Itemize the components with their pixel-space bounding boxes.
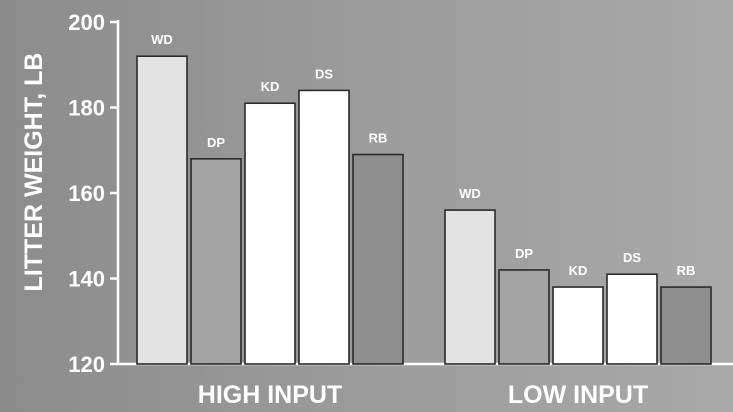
bar-low-input-wd bbox=[444, 209, 496, 365]
bar-label: WD bbox=[151, 32, 173, 47]
bar-label: DP bbox=[207, 135, 225, 150]
y-tick-label: 180 bbox=[68, 96, 105, 121]
bar-high-input-rb bbox=[352, 153, 404, 365]
bar-label: RB bbox=[677, 263, 696, 278]
bar-high-input-dp bbox=[190, 158, 242, 365]
bar-high-input-ds bbox=[298, 89, 350, 365]
bar-high-input-wd bbox=[136, 55, 188, 365]
bar-label: RB bbox=[369, 131, 388, 146]
y-tick-label: 160 bbox=[68, 181, 105, 206]
y-tick-label: 140 bbox=[68, 267, 105, 292]
bar-high-input-kd bbox=[244, 102, 296, 365]
bar-low-input-rb bbox=[660, 286, 712, 365]
bar-label: KD bbox=[569, 263, 588, 278]
bar-label: DP bbox=[515, 246, 533, 261]
group-label: HIGH INPUT bbox=[198, 381, 342, 409]
labels: WD DP KD DS RB HIGH INPUT WD DP KD DS RB LOW INPUT bbox=[151, 32, 695, 409]
y-tick-label: 120 bbox=[68, 352, 105, 377]
y-axis-label: LITTER WEIGHT, LB bbox=[20, 53, 48, 292]
bar-label: WD bbox=[459, 186, 481, 201]
bar-label: DS bbox=[623, 250, 641, 265]
bar-label: KD bbox=[261, 79, 280, 94]
bar-label: DS bbox=[315, 66, 333, 81]
bar-low-input-kd bbox=[552, 286, 604, 365]
bars bbox=[136, 55, 712, 365]
y-tick-label: 200 bbox=[68, 10, 105, 35]
group-label: LOW INPUT bbox=[508, 381, 648, 409]
bar-low-input-ds bbox=[606, 273, 658, 365]
bar-low-input-dp bbox=[498, 269, 550, 365]
